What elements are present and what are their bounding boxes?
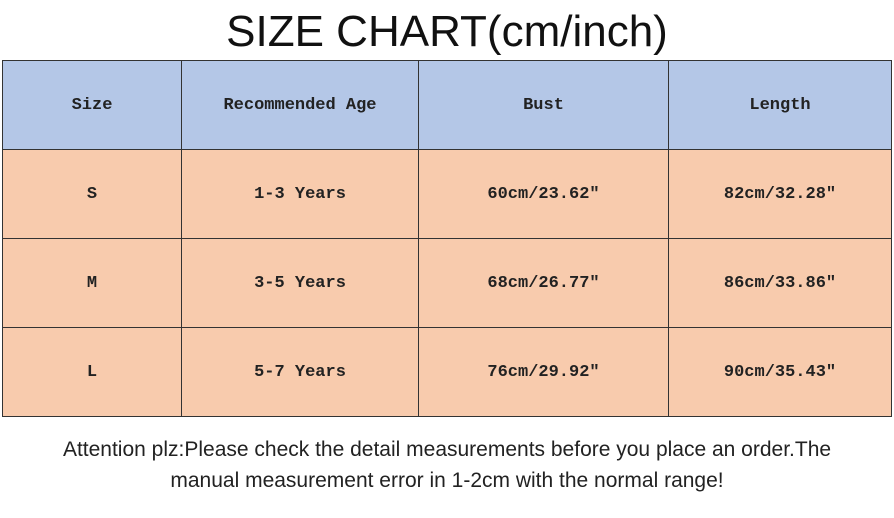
note: Attention plz:Please check the detail me… xyxy=(0,434,894,496)
table-cell: 60cm/23.62″ xyxy=(418,149,669,239)
table-cell: 5-7 Years xyxy=(181,327,419,417)
table-cell: 3-5 Years xyxy=(181,238,419,328)
header-cell: Length xyxy=(668,60,892,150)
table-cell: S xyxy=(2,149,182,239)
table-cell: 90cm/35.43″ xyxy=(668,327,892,417)
table-row: S 1-3 Years 60cm/23.62″ 82cm/32.28″ xyxy=(2,149,892,239)
table-row: M 3-5 Years 68cm/26.77″ 86cm/33.86″ xyxy=(2,238,892,328)
header-cell: Bust xyxy=(418,60,669,150)
table-cell: 82cm/32.28″ xyxy=(668,149,892,239)
title: SIZE CHART(cm/inch) xyxy=(226,7,668,56)
header-cell: Size xyxy=(2,60,182,150)
note-line: Attention plz:Please check the detail me… xyxy=(62,438,832,461)
header-row: Size Recommended Age Bust Length xyxy=(2,60,892,150)
header-cell: Recommended Age xyxy=(181,60,419,150)
note-line: manual measurement error in 1-2cm with t… xyxy=(170,469,724,492)
table-cell: 68cm/26.77″ xyxy=(418,238,669,328)
size-table: Size Recommended Age Bust Length S 1-3 Years 6… xyxy=(2,60,892,417)
table-cell: 86cm/33.86″ xyxy=(668,238,892,328)
table-cell: 76cm/29.92″ xyxy=(418,327,669,417)
table-row: L 5-7 Years 76cm/29.92″ 90cm/35.43″ xyxy=(2,327,892,417)
table-cell: 1-3 Years xyxy=(181,149,419,239)
table-cell: M xyxy=(2,238,182,328)
table-cell: L xyxy=(2,327,182,417)
